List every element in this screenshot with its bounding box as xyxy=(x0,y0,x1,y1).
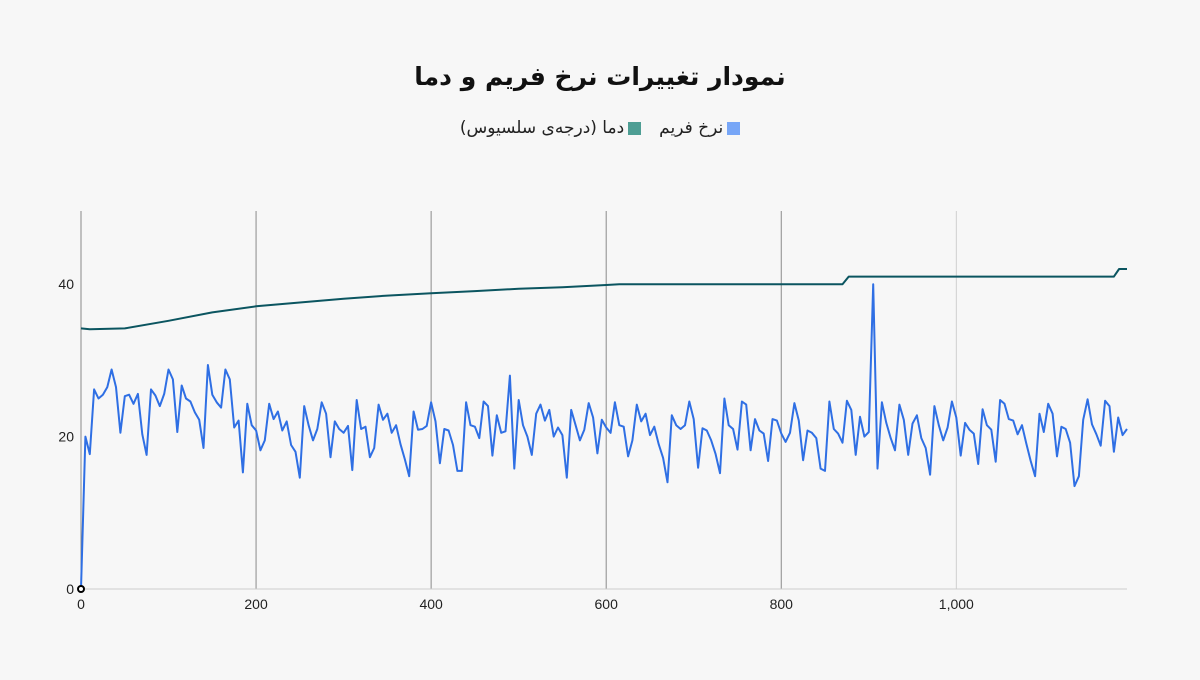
legend-item-frame-rate[interactable]: نرخ فریم xyxy=(659,118,741,138)
legend: نرخ فریم دما (درجه‌ی سلسیوس) xyxy=(0,118,1200,138)
temperature-line xyxy=(80,268,1127,331)
origin-point-marker xyxy=(77,585,85,593)
x-tick-label: 200 xyxy=(244,596,268,612)
x-tick-label: 400 xyxy=(419,596,443,612)
y-tick-label: 40 xyxy=(58,276,74,292)
x-tick-label: 800 xyxy=(770,596,794,612)
y-tick-label: 0 xyxy=(66,581,74,597)
x-tick-label: 600 xyxy=(595,596,619,612)
legend-label-temperature: دما (درجه‌ی سلسیوس) xyxy=(459,118,625,138)
legend-item-temperature[interactable]: دما (درجه‌ی سلسیوس) xyxy=(459,118,642,138)
x-tick-label: 0 xyxy=(77,596,85,612)
legend-label-frame-rate: نرخ فریم xyxy=(659,118,724,138)
frame-rate-line xyxy=(80,283,1128,590)
chart-title: نمودار تغییرات نرخ فریم و دما xyxy=(414,62,786,91)
legend-swatch-frame-rate xyxy=(727,121,741,135)
y-tick-label: 20 xyxy=(58,429,74,445)
x-tick-label: 1,000 xyxy=(939,596,974,612)
legend-swatch-temperature xyxy=(628,121,642,135)
